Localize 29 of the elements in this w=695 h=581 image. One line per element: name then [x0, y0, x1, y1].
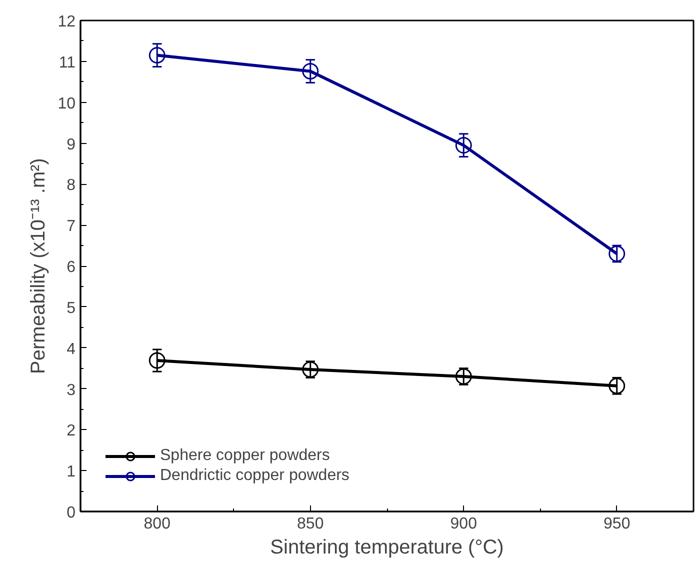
x-tick-label: 950 — [604, 516, 630, 532]
y-tick-label: 4 — [66, 340, 76, 358]
y-tick-label: 3 — [66, 382, 76, 399]
point — [608, 245, 626, 262]
point — [302, 361, 319, 378]
point — [302, 63, 319, 80]
legend-label: Dendrictic copper powders — [160, 467, 350, 485]
x-axis-title: Sintering temperature (°C) — [270, 536, 504, 558]
legend-label: Sphere copper powders — [160, 447, 330, 465]
y-tick-label: 8 — [66, 177, 76, 194]
point — [148, 47, 166, 64]
x-tick-label: 900 — [450, 516, 478, 532]
y-tick-label: 10 — [58, 95, 76, 112]
y-tick-label: 9 — [66, 136, 76, 154]
y-tick-label: 0 — [66, 504, 76, 522]
point — [455, 137, 472, 154]
y-tick-label: 2 — [66, 422, 76, 440]
x-tick-label: 800 — [144, 516, 171, 532]
y-tick-label: 6 — [66, 259, 76, 276]
point — [455, 368, 472, 385]
y-tick-label: 11 — [58, 54, 76, 72]
point — [608, 378, 626, 394]
y-tick-label: 1 — [66, 464, 76, 481]
y-tick-label: 12 — [58, 14, 76, 30]
x-tick-label: 850 — [297, 516, 324, 532]
y-tick-label: 5 — [66, 300, 76, 317]
point — [148, 352, 166, 369]
y-tick-label: 7 — [66, 218, 76, 236]
y-axis-title: Permeability (x10⁻¹³ .m²) — [28, 158, 50, 374]
